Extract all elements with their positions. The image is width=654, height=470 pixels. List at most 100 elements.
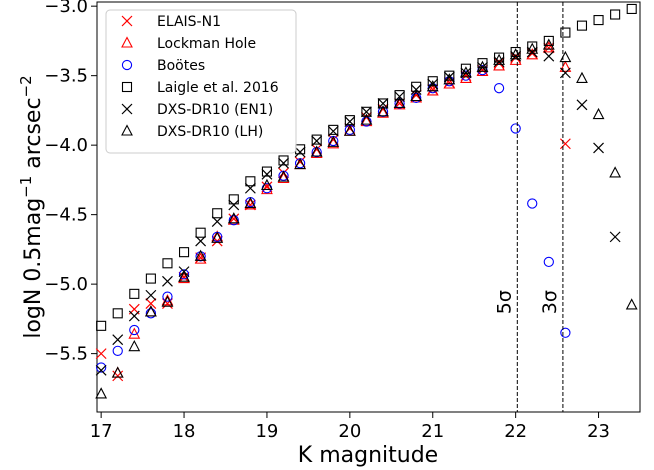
data-point — [560, 327, 571, 338]
data-point — [128, 310, 140, 322]
data-point — [121, 81, 133, 93]
data-point — [245, 176, 256, 187]
data-point — [443, 77, 456, 89]
data-point — [311, 135, 323, 147]
legend-item: Laigle et al. 2016 — [121, 80, 279, 96]
data-point — [626, 3, 637, 14]
data-point — [377, 106, 389, 118]
data-point — [410, 91, 423, 103]
data-point — [211, 230, 224, 242]
series — [95, 46, 621, 376]
data-point — [178, 271, 190, 284]
data-point — [162, 275, 173, 287]
data-point — [476, 64, 489, 77]
x-tick-label: 18 — [173, 421, 196, 442]
y-tick-label: −4.0 — [44, 135, 88, 156]
data-point — [145, 273, 156, 284]
data-point — [112, 308, 123, 319]
data-point — [278, 155, 289, 166]
data-point — [609, 231, 621, 243]
data-point — [327, 135, 340, 147]
data-point — [526, 42, 539, 54]
data-point — [277, 171, 290, 184]
y-axis-label: logN 0.5mag−1 arcsec−2 — [17, 75, 46, 338]
x-tick-label: 22 — [504, 421, 527, 442]
data-point — [510, 50, 522, 62]
data-point — [161, 294, 174, 306]
data-point — [493, 56, 505, 68]
data-point — [145, 298, 157, 310]
data-point — [361, 106, 372, 118]
data-point — [360, 113, 373, 125]
data-point — [559, 60, 572, 72]
data-point — [610, 9, 621, 20]
data-point — [411, 92, 422, 104]
data-point — [278, 157, 289, 169]
data-point — [426, 84, 439, 96]
data-point — [343, 124, 356, 136]
data-point — [227, 212, 240, 224]
legend-item: ELAIS-N1 — [121, 14, 221, 30]
data-point — [261, 166, 272, 177]
data-point — [112, 345, 123, 356]
legend-item: Lockman Hole — [121, 36, 256, 52]
data-point — [410, 89, 423, 102]
data-point — [510, 123, 521, 134]
data-point — [261, 182, 273, 195]
data-point — [261, 178, 273, 191]
data-point — [129, 288, 140, 299]
data-point — [211, 231, 224, 243]
sigma-label: 5σ — [493, 290, 515, 314]
y-tick-label: −5.5 — [44, 344, 88, 365]
data-point — [161, 295, 174, 307]
data-point — [592, 107, 605, 120]
data-point — [294, 157, 307, 170]
data-point — [327, 137, 340, 149]
data-point — [178, 270, 190, 282]
data-point — [493, 53, 505, 65]
data-point — [294, 146, 306, 158]
y-tick-label: −5.0 — [44, 274, 88, 295]
x-tick-label: 20 — [338, 421, 361, 442]
data-point — [460, 67, 472, 79]
legend-label: ELAIS-N1 — [157, 14, 221, 30]
data-point — [361, 106, 372, 117]
data-point — [410, 84, 422, 95]
data-point — [559, 67, 571, 79]
data-point — [426, 80, 439, 92]
sigma-label: 3σ — [539, 290, 561, 314]
data-point — [144, 305, 157, 317]
data-point — [162, 291, 173, 302]
data-point — [459, 71, 472, 83]
data-point — [576, 71, 588, 83]
data-point — [477, 61, 488, 73]
data-point — [493, 59, 505, 71]
data-point — [121, 103, 133, 115]
legend-label: Boötes — [157, 58, 205, 74]
data-point — [543, 256, 554, 268]
legend-label: DXS-DR10 (EN1) — [157, 102, 273, 118]
data-point — [195, 235, 207, 247]
data-point — [244, 182, 256, 194]
data-point — [576, 20, 588, 31]
data-point — [393, 98, 406, 110]
data-point — [194, 249, 207, 261]
data-point — [212, 208, 223, 219]
y-axis-label-unit: arcsec — [21, 97, 46, 175]
data-point — [543, 50, 555, 62]
data-point — [543, 42, 555, 54]
data-point — [95, 348, 107, 360]
legend-item: Boötes — [121, 58, 205, 74]
data-point — [527, 198, 538, 209]
x-tick-label: 19 — [255, 421, 278, 442]
data-point — [459, 66, 472, 78]
data-point — [95, 364, 107, 376]
data-point — [560, 27, 571, 38]
data-point — [327, 125, 339, 137]
plot-frame — [96, 1, 641, 413]
data-point — [121, 15, 133, 27]
data-point — [443, 73, 456, 85]
data-point — [427, 76, 438, 87]
x-axis-label: K magnitude — [298, 443, 438, 468]
legend-item: DXS-DR10 (LH) — [121, 124, 263, 140]
